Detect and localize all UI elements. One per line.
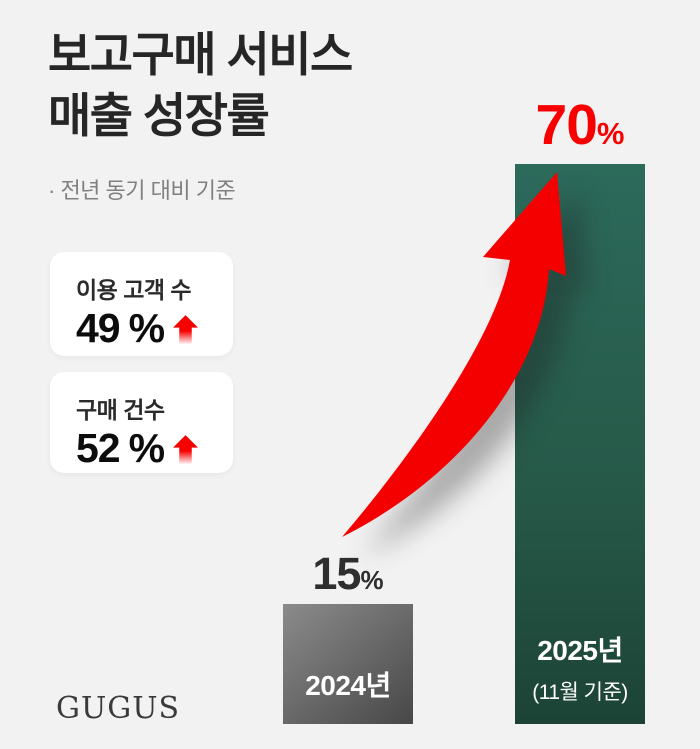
brand-logo: GUGUS xyxy=(56,691,181,726)
stat-card-customers: 이용 고객 수 49 % xyxy=(50,252,233,356)
stat-card-customers-unit: % xyxy=(128,305,165,351)
value-label-2024: 15% xyxy=(283,551,413,596)
subtitle-note: · 전년 동기 대비 기준 xyxy=(48,178,236,203)
up-arrow-icon xyxy=(173,434,199,464)
page-title-line1: 보고구매 서비스 xyxy=(48,28,353,81)
page-title-line2: 매출 성장률 xyxy=(48,89,270,143)
stat-card-customers-value: 49 xyxy=(76,305,121,351)
stat-card-purchases: 구매 건수 52 % xyxy=(50,372,233,473)
stat-card-customers-label: 이용 고객 수 xyxy=(76,277,192,303)
stat-card-purchases-value-row: 52 % xyxy=(76,428,233,469)
bar-2024: 2024년 xyxy=(283,604,413,724)
bar-2025-year-label: 2025년 xyxy=(537,635,623,666)
value-2025-unit: % xyxy=(596,116,625,151)
value-2024-number: 15 xyxy=(312,548,361,599)
page-title: 보고구매 서비스 매출 성장률 xyxy=(48,24,353,146)
stat-card-purchases-unit: % xyxy=(128,425,165,471)
stat-card-purchases-label: 구매 건수 xyxy=(76,397,165,423)
bar-2024-label-wrap: 2024년 xyxy=(283,664,413,704)
value-2024-unit: % xyxy=(360,565,384,595)
bar-2025-sub-label: (11월 기준) xyxy=(532,681,628,704)
value-2025-number: 70 xyxy=(535,93,598,157)
up-arrow-icon xyxy=(173,314,199,344)
bar-2024-year-label: 2024년 xyxy=(305,670,391,701)
stat-card-purchases-value: 52 xyxy=(76,425,121,471)
stat-card-customers-value-row: 49 % xyxy=(76,308,233,349)
value-label-2025: 70% xyxy=(515,97,645,154)
bar-2025-label-wrap: 2025년 (11월 기준) xyxy=(515,629,645,706)
bar-2025: 2025년 (11월 기준) xyxy=(515,164,645,724)
